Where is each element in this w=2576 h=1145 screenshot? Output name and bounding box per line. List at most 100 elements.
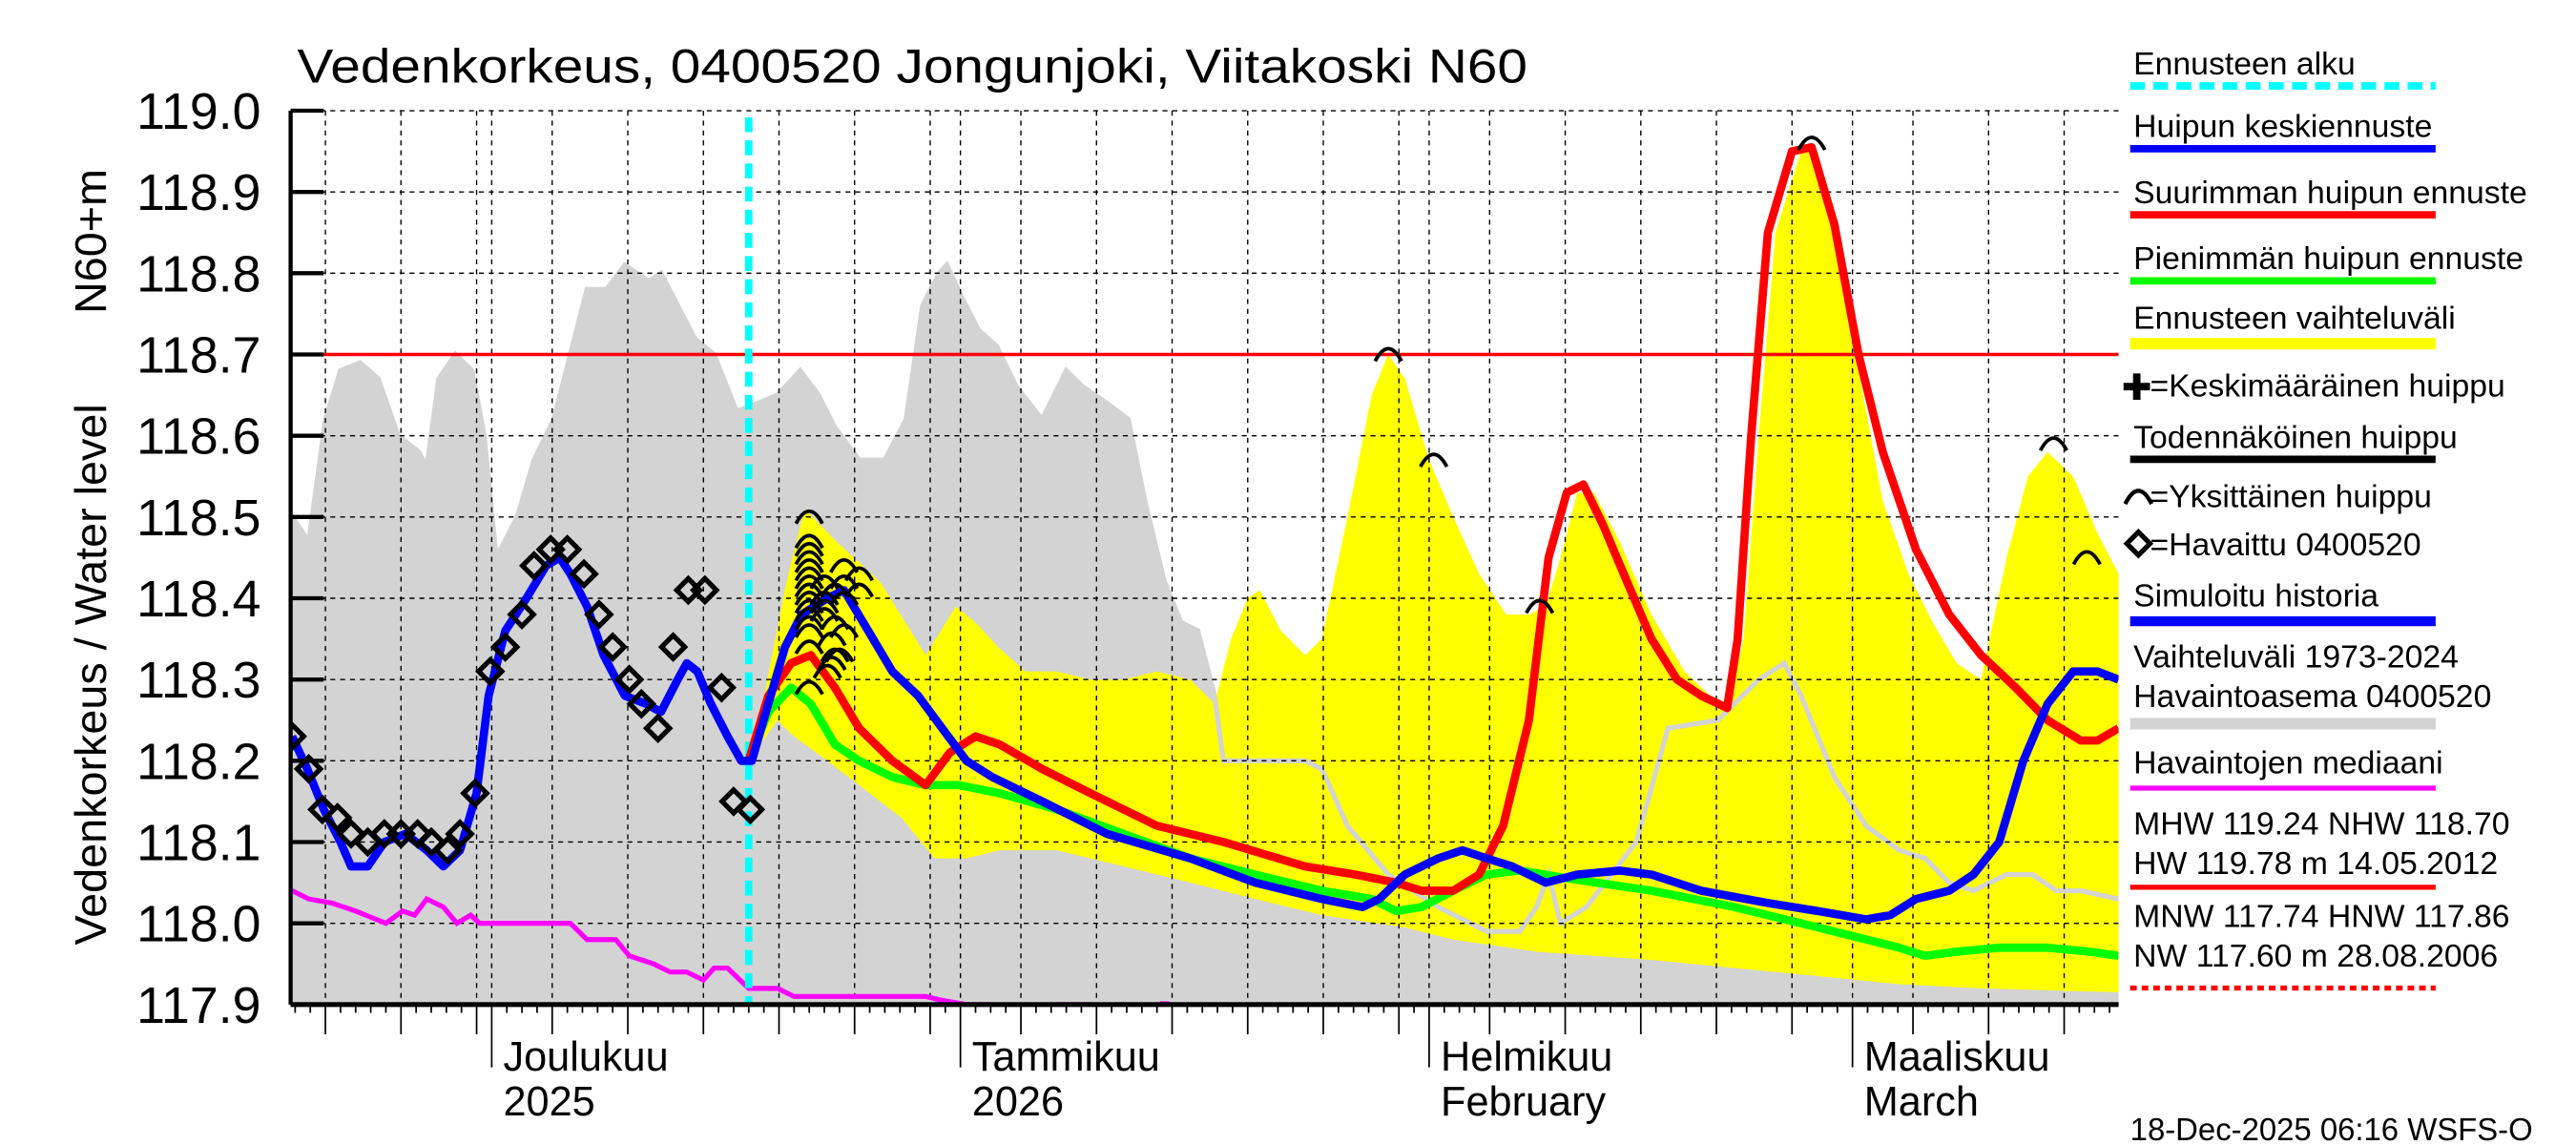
- observed-point: [613, 664, 645, 695]
- y-tick-label: 118.4: [136, 571, 260, 628]
- max-peak-forecast-line: [744, 142, 2119, 895]
- observed-point: [626, 688, 657, 719]
- chart-title: Vedenkorkeus, 0400520 Jongunjoki, Viitak…: [298, 40, 1527, 94]
- observed-point: [507, 599, 537, 630]
- timestamp: 18-Dec-2025 06:16 WSFS-O: [2130, 1112, 2533, 1145]
- individual-peak-arc: [794, 541, 824, 557]
- legend-high-values-2: HW 119.78 m 14.05.2012: [2133, 845, 2498, 882]
- legend-low-values-2: NW 117.60 m 28.08.2006: [2133, 938, 2498, 974]
- observed-point: [584, 599, 614, 630]
- observed-point: [460, 778, 490, 809]
- x-month-label: Helmikuu: [1441, 1034, 1612, 1080]
- x-month-sublabel: February: [1441, 1079, 1606, 1125]
- observed-point: [597, 632, 628, 662]
- individual-peak-arc: [843, 566, 875, 582]
- plot-layers: [290, 110, 2119, 1005]
- legend: Ennusteen alku Huipun keskiennuste Suuri…: [2123, 46, 2527, 991]
- historical-range-upper-line: [290, 260, 2119, 934]
- diamond-icon: [2123, 528, 2154, 559]
- observed-point: [690, 574, 720, 606]
- legend-average-peak: =Keskimääräinen huippu: [2150, 368, 2504, 405]
- individual-peak-arc: [824, 647, 855, 663]
- legend-max-peak: Suurimman huipun ennuste: [2133, 175, 2527, 211]
- x-month-label: Joulukuu: [504, 1034, 669, 1080]
- individual-peak-arc: [794, 533, 824, 550]
- observed-point: [569, 558, 599, 590]
- y-axis-unit-label: N60+m: [66, 169, 115, 314]
- axes: 117.9 118.0 118.1 118.2 118.3 118.4 118.5 118.6…: [136, 83, 2119, 1125]
- x-month-sublabel: 2025: [504, 1079, 595, 1125]
- individual-peak-arc: [1419, 452, 1449, 468]
- y-tick-label: 118.9: [136, 164, 260, 221]
- legend-forecast-range: Ennusteen vaihteluväli: [2133, 301, 2456, 337]
- x-month-label: Maaliskuu: [1864, 1034, 2050, 1080]
- legend-forecast-start: Ennusteen alku: [2133, 46, 2356, 82]
- observed-point: [416, 826, 447, 858]
- legend-probable-peak: Todennäköinen huippu: [2133, 419, 2458, 455]
- individual-peak-arc: [794, 623, 824, 638]
- legend-min-peak: Pienimmän huipun ennuste: [2133, 240, 2524, 277]
- individual-peak-arc: [817, 631, 847, 647]
- legend-hist-range-2: Havaintoasema 0400520: [2133, 678, 2491, 715]
- y-tick-label: 118.6: [136, 408, 260, 466]
- observed-point: [445, 819, 475, 849]
- y-tick-label: 118.3: [136, 652, 260, 709]
- legend-simulated-history: Simuloitu historia: [2133, 577, 2379, 614]
- x-month-sublabel: March: [1864, 1079, 1979, 1125]
- legend-individual-peak: =Yksittäinen huippu: [2150, 479, 2431, 515]
- forecast-range-area: [748, 151, 2119, 992]
- observed-point: [293, 754, 324, 784]
- individual-peak-arc: [794, 558, 824, 573]
- y-tick-label: 118.8: [136, 245, 260, 302]
- individual-peak-arc: [809, 598, 840, 614]
- observed-point: [518, 551, 550, 581]
- y-tick-label: 118.2: [136, 733, 260, 790]
- y-tick-label: 118.0: [136, 896, 260, 953]
- y-tick-label: 118.7: [136, 327, 260, 385]
- legend-observed: =Havaittu 0400520: [2150, 527, 2420, 563]
- individual-peak-arc: [1797, 135, 1827, 151]
- observed-point: [551, 534, 583, 565]
- individual-peak-arc: [812, 663, 842, 679]
- plus-icon: [2123, 373, 2150, 401]
- observed-point: [718, 786, 749, 817]
- individual-peak-arc: [794, 509, 824, 525]
- observed-point: [657, 632, 689, 662]
- observed-point: [475, 656, 506, 687]
- individual-peak-arc: [794, 614, 824, 631]
- observed-point: [735, 794, 766, 825]
- observed-point: [402, 819, 433, 849]
- observed-point: [307, 794, 338, 825]
- observed-point: [706, 672, 737, 703]
- individual-peak-arc: [794, 607, 824, 622]
- y-tick-label: 119.0: [136, 83, 260, 140]
- y-tick-label: 117.9: [136, 977, 260, 1034]
- individual-peak-arc: [843, 582, 875, 598]
- individual-peak-arc: [2071, 550, 2102, 566]
- observed-point: [322, 802, 353, 833]
- y-tick-label: 118.5: [136, 489, 260, 547]
- individual-peak-arc: [2038, 436, 2068, 452]
- legend-low-values-1: MNW 117.74 HNW 117.86: [2133, 898, 2509, 934]
- individual-peak-arc: [794, 574, 824, 590]
- individual-peak-arc: [794, 639, 824, 655]
- observed-point: [642, 713, 674, 744]
- legend-median: Havaintojen mediaani: [2133, 744, 2443, 781]
- individual-peak-arc: [794, 550, 824, 566]
- arc-icon: [2123, 489, 2154, 506]
- observed-point: [432, 835, 464, 865]
- x-month-label: Tammikuu: [972, 1034, 1160, 1080]
- plot-area: [290, 110, 2119, 1005]
- individual-peak-arc: [1525, 598, 1555, 614]
- observed-point: [336, 819, 366, 849]
- x-month-sublabel: 2026: [972, 1079, 1064, 1125]
- legend-high-values-1: MHW 119.24 NHW 118.70: [2133, 805, 2509, 842]
- y-tick-label: 118.1: [136, 815, 260, 872]
- individual-peak-arc: [829, 591, 860, 606]
- min-peak-forecast-line: [744, 683, 2119, 961]
- y-axis-label: Vedenkorkeus / Water level: [66, 404, 115, 945]
- mean-peak-forecast-line: [290, 553, 2119, 924]
- individual-peak-arc: [1373, 346, 1403, 363]
- legend-hist-range-1: Vaihteluväli 1973-2024: [2133, 639, 2459, 676]
